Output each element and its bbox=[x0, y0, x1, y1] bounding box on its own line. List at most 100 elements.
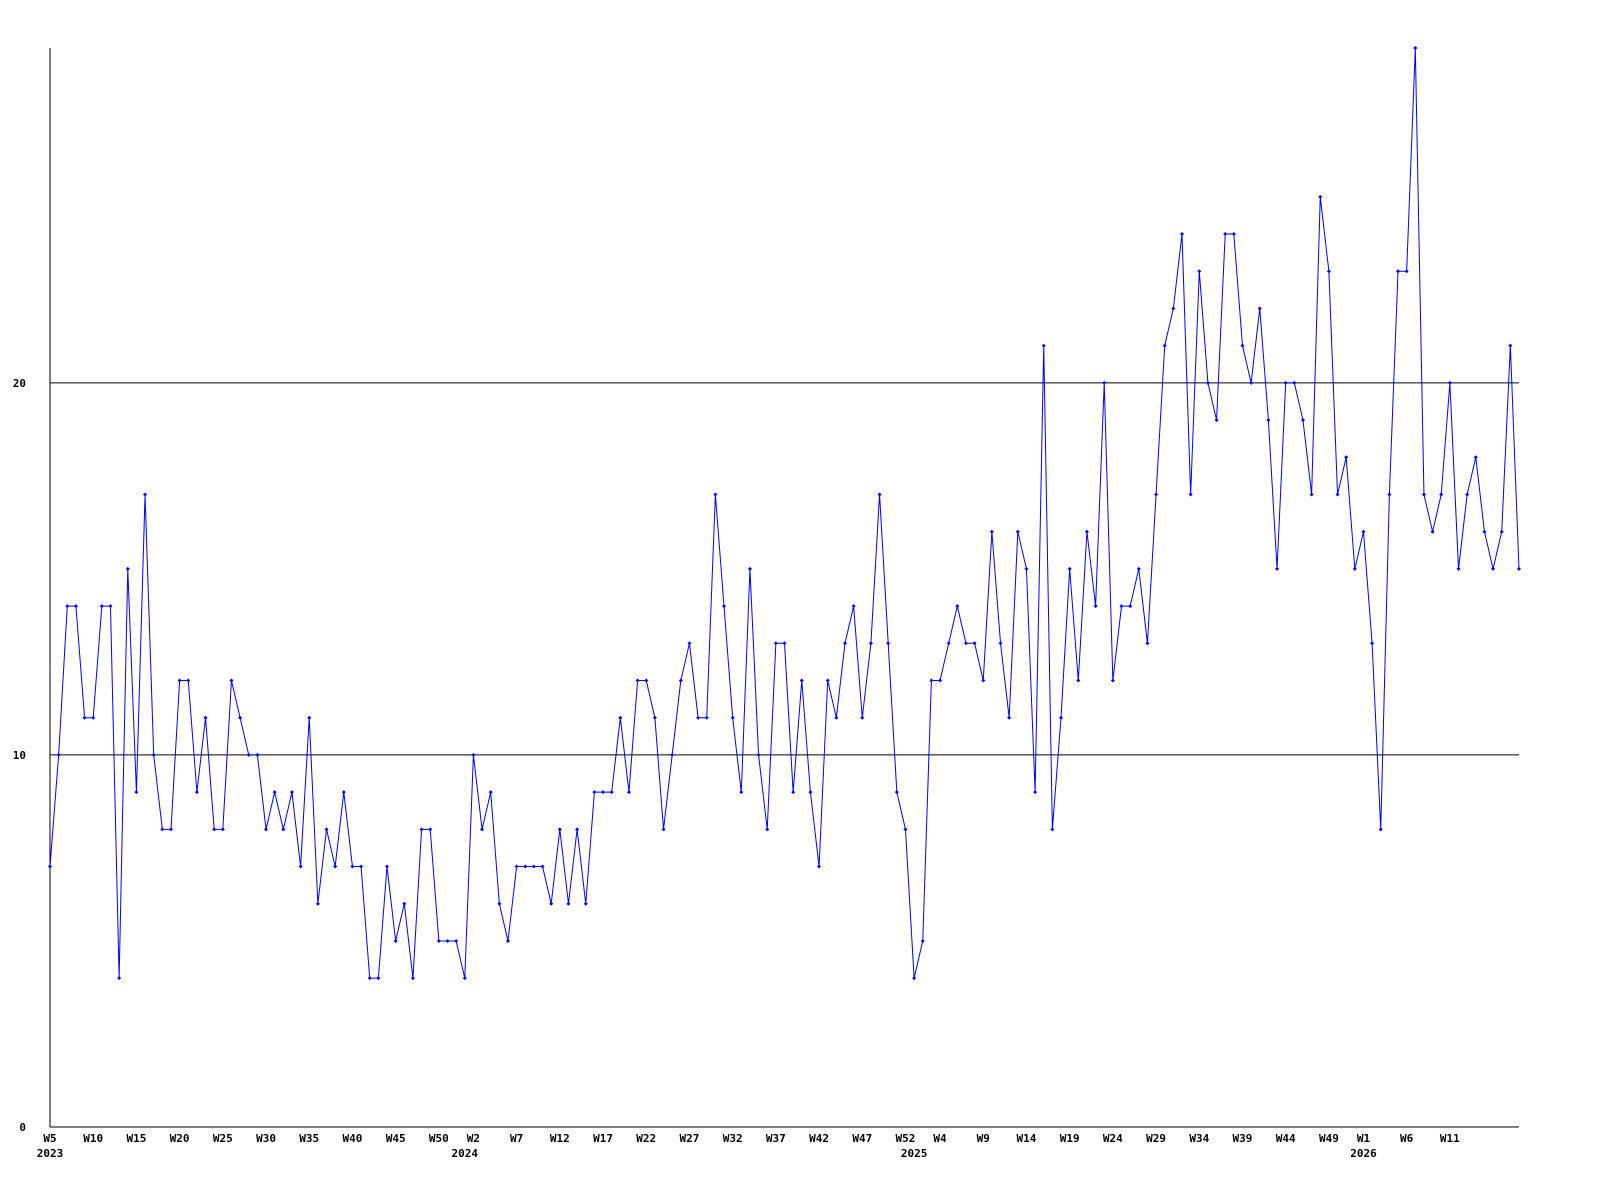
marker bbox=[981, 678, 986, 683]
x-tick-label: W44 bbox=[1276, 1132, 1296, 1145]
marker bbox=[1465, 492, 1470, 497]
marker bbox=[1171, 306, 1176, 311]
x-tick-label: W7 bbox=[510, 1132, 523, 1145]
marker bbox=[1110, 678, 1115, 683]
marker bbox=[1447, 380, 1452, 385]
marker bbox=[1283, 380, 1288, 385]
marker bbox=[56, 752, 61, 757]
marker bbox=[1508, 343, 1513, 348]
x-tick-label: W30 bbox=[256, 1132, 276, 1145]
marker bbox=[229, 678, 234, 683]
marker bbox=[289, 790, 294, 795]
marker bbox=[1188, 492, 1193, 497]
marker bbox=[696, 715, 701, 720]
marker bbox=[894, 790, 899, 795]
marker bbox=[402, 901, 407, 906]
marker bbox=[912, 976, 917, 981]
marker bbox=[972, 641, 977, 646]
x-tick-label: W6 bbox=[1400, 1132, 1414, 1145]
x-tick-label: W45 bbox=[386, 1132, 406, 1145]
marker bbox=[1093, 604, 1098, 609]
marker bbox=[1491, 566, 1496, 571]
x-tick-label: W10 bbox=[83, 1132, 103, 1145]
marker bbox=[255, 752, 260, 757]
marker bbox=[1456, 566, 1461, 571]
marker bbox=[825, 678, 830, 683]
x-tick-label: W39 bbox=[1233, 1132, 1253, 1145]
marker bbox=[1128, 604, 1133, 609]
marker bbox=[1292, 380, 1297, 385]
marker bbox=[385, 864, 390, 869]
marker bbox=[868, 641, 873, 646]
marker bbox=[920, 938, 925, 943]
marker bbox=[1326, 269, 1331, 274]
marker bbox=[505, 938, 510, 943]
marker bbox=[851, 604, 856, 609]
marker bbox=[1205, 380, 1210, 385]
x-tick-label: W50 bbox=[429, 1132, 449, 1145]
marker bbox=[48, 864, 52, 869]
x-year-label: 2025 bbox=[901, 1147, 928, 1160]
x-tick-label: W27 bbox=[680, 1132, 700, 1145]
marker bbox=[1050, 827, 1055, 832]
marker bbox=[1361, 529, 1366, 534]
marker bbox=[592, 790, 597, 795]
marker bbox=[929, 678, 934, 683]
marker bbox=[860, 715, 865, 720]
marker bbox=[773, 641, 778, 646]
marker bbox=[808, 790, 813, 795]
marker bbox=[238, 715, 243, 720]
marker bbox=[1275, 566, 1280, 571]
marker bbox=[1067, 566, 1072, 571]
marker bbox=[143, 492, 148, 497]
marker bbox=[609, 790, 614, 795]
marker bbox=[488, 790, 493, 795]
x-tick-label: W9 bbox=[977, 1132, 990, 1145]
marker bbox=[1231, 232, 1236, 237]
marker bbox=[1300, 418, 1305, 423]
marker bbox=[1482, 529, 1487, 534]
marker bbox=[1136, 566, 1141, 571]
marker bbox=[212, 827, 217, 832]
marker bbox=[989, 529, 994, 534]
x-tick-label: W12 bbox=[550, 1132, 570, 1145]
marker bbox=[436, 938, 441, 943]
marker bbox=[341, 790, 346, 795]
marker bbox=[246, 752, 251, 757]
marker bbox=[635, 678, 640, 683]
marker bbox=[1430, 529, 1435, 534]
x-tick-label: W25 bbox=[213, 1132, 233, 1145]
marker bbox=[1154, 492, 1159, 497]
x-tick-label: W40 bbox=[343, 1132, 363, 1145]
marker bbox=[134, 790, 139, 795]
x-tick-label: W49 bbox=[1319, 1132, 1339, 1145]
marker bbox=[1041, 343, 1046, 348]
marker bbox=[877, 492, 882, 497]
marker bbox=[1015, 529, 1020, 534]
marker bbox=[713, 492, 718, 497]
marker bbox=[194, 790, 199, 795]
x-tick-label: W2 bbox=[467, 1132, 480, 1145]
marker bbox=[315, 901, 320, 906]
marker bbox=[963, 641, 968, 646]
marker bbox=[903, 827, 908, 832]
marker bbox=[151, 752, 156, 757]
marker bbox=[186, 678, 191, 683]
marker bbox=[531, 864, 536, 869]
marker bbox=[1059, 715, 1064, 720]
marker bbox=[1119, 604, 1124, 609]
marker bbox=[359, 864, 364, 869]
marker bbox=[65, 604, 70, 609]
x-tick-label: W32 bbox=[723, 1132, 743, 1145]
marker bbox=[644, 678, 649, 683]
marker bbox=[1439, 492, 1444, 497]
marker bbox=[307, 715, 312, 720]
marker bbox=[1370, 641, 1375, 646]
x-year-label: 2023 bbox=[37, 1147, 64, 1160]
marker bbox=[1421, 492, 1426, 497]
marker bbox=[1145, 641, 1150, 646]
marker bbox=[998, 641, 1003, 646]
marker bbox=[419, 827, 424, 832]
marker bbox=[1257, 306, 1262, 311]
